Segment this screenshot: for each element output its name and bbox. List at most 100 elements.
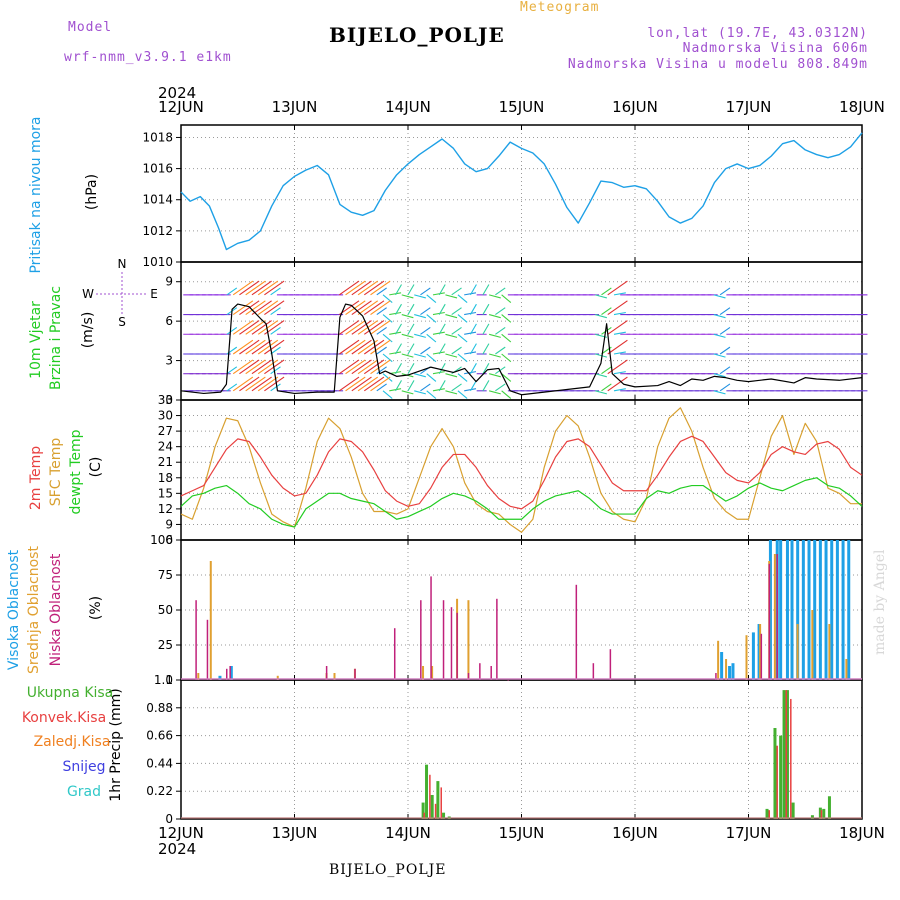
wind-barb: [232, 300, 254, 316]
wind-barb: [613, 292, 626, 296]
wind-barb: [351, 339, 372, 355]
lonlat-text: lon,lat (19.7E, 43.0312N): [647, 26, 868, 41]
low-cloud-bar: [225, 668, 228, 680]
wind-barb: [389, 311, 402, 316]
wind-barb: [357, 359, 379, 375]
wind-barb: [251, 376, 272, 392]
mid-cloud-bar: [467, 600, 470, 680]
wind-barb: [264, 300, 285, 316]
wind-barb: [426, 294, 437, 303]
wind-barb: [469, 363, 477, 374]
compass-east: E: [150, 287, 158, 301]
wind-barb: [407, 363, 415, 374]
wind-barb: [469, 380, 477, 392]
total-precip-bar: [430, 794, 434, 819]
precip-legend-3: Snijeg: [62, 759, 105, 775]
sfc-temp-line: [180, 407, 862, 533]
wind-barb: [607, 320, 628, 335]
wind-barb: [469, 323, 477, 335]
wind-barb: [351, 280, 372, 296]
y-tick-label: 18: [158, 471, 173, 485]
wind-barb: [363, 359, 385, 375]
date-label-top: 13JUN: [272, 98, 318, 116]
wind-barb: [401, 353, 414, 358]
wind-barb: [257, 339, 279, 355]
wind-barb: [351, 359, 372, 375]
compass-north: N: [118, 257, 127, 271]
convective-precip-bar: [790, 698, 792, 819]
wind-barb: [451, 307, 462, 316]
wind-barb: [438, 323, 446, 335]
wind-barb: [232, 339, 254, 355]
mid-cloud-bar: [717, 640, 720, 680]
wind-barb: [445, 333, 458, 338]
wind-barb: [482, 363, 490, 374]
cloud-unit-label: (%): [88, 596, 104, 620]
wind-barb: [376, 287, 387, 296]
wind-barb: [395, 323, 402, 335]
pressure-unit-label: (hPa): [84, 174, 100, 210]
y-tick-label: 9: [165, 275, 173, 289]
wind-barb: [457, 294, 468, 303]
low-cloud-bar: [715, 673, 717, 680]
wind-barb: [251, 359, 272, 375]
model-label: Model: [68, 20, 113, 35]
wind-barb: [414, 390, 426, 395]
wind-barb: [438, 284, 446, 296]
wind-barb: [232, 320, 254, 335]
convective-precip-bar: [785, 690, 788, 819]
wind-barb: [432, 388, 445, 392]
wind-barb: [601, 307, 612, 316]
wind-barb: [445, 294, 458, 299]
wind-barb: [382, 314, 393, 323]
high-cloud-bar: [790, 540, 794, 680]
compass-west: W: [82, 287, 94, 301]
temp-2m-label: 2m Temp: [28, 446, 44, 510]
model-elevation-text: Nadmorska Visina u modelu 808.849m: [567, 57, 868, 72]
high-cloud-bar: [796, 540, 800, 680]
y-tick-label: 0: [165, 812, 173, 826]
wind-barb: [438, 303, 446, 315]
wind-barb: [414, 373, 426, 378]
low-cloud-bar: [430, 576, 432, 680]
wind-barb: [489, 390, 501, 395]
low-cloud-bar: [325, 666, 328, 680]
wind-barb: [445, 390, 458, 395]
wind-barb: [719, 383, 731, 392]
total-precip-bar: [810, 815, 814, 819]
y-tick-label: 25: [158, 638, 173, 652]
wind-barb: [464, 331, 477, 335]
mid-cloud-bar: [759, 624, 762, 680]
wind-barb: [339, 280, 360, 296]
low-cloud-bar: [507, 680, 509, 681]
pressure-line: [180, 132, 863, 251]
y-tick-label: 1014: [142, 193, 173, 207]
dewpt-line: [180, 477, 863, 528]
wind-barb: [457, 333, 468, 343]
meteogram-title: Meteogram: [520, 0, 600, 15]
mid-cloud-bar: [333, 673, 336, 680]
total-precip-bar: [791, 802, 795, 819]
wind-barb: [389, 351, 402, 355]
wind-barb: [464, 388, 477, 392]
y-tick-label: 1016: [142, 162, 173, 176]
mid-cloud-bar: [811, 610, 814, 680]
wind-barb: [401, 314, 414, 319]
mid-cloud-bar: [845, 659, 848, 680]
wind-barb: [469, 303, 477, 315]
wind-barb: [339, 376, 360, 392]
footer-station: BIJELO_POLJE: [329, 862, 447, 878]
wind-barb: [432, 351, 445, 355]
high-cloud-bar: [818, 540, 822, 680]
wind-barb: [270, 383, 281, 392]
sfc-temp-label: SFC Temp: [48, 438, 64, 507]
wind-barb: [407, 323, 415, 335]
wind-barb: [245, 320, 266, 335]
low-cloud-bar: [609, 649, 612, 680]
wind-barb: [420, 346, 431, 355]
wind-barb: [239, 280, 260, 296]
high-cloud-bar: [830, 540, 834, 680]
precip-legend-4: Grad: [67, 784, 101, 800]
high-cloud-bar: [757, 624, 761, 680]
y-tick-label: 21: [158, 455, 173, 469]
